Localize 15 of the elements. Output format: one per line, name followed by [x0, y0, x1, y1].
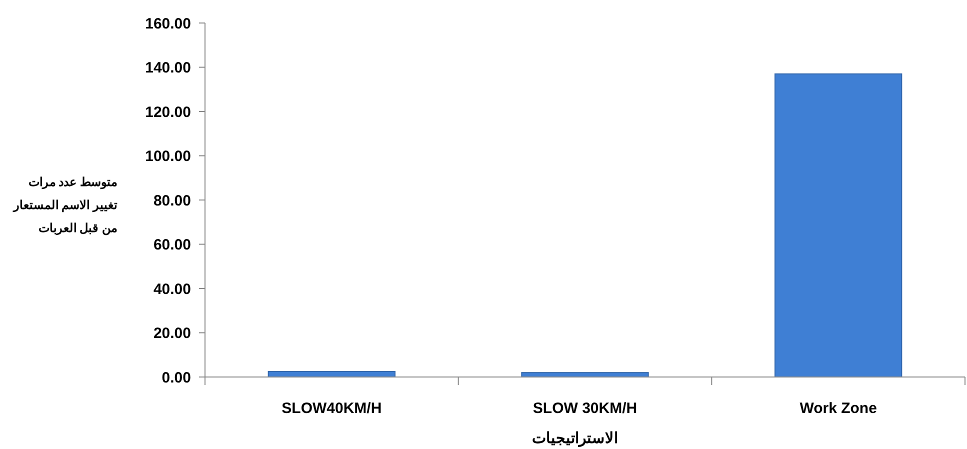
y-tick-label: 60.00: [153, 236, 191, 254]
y-tick-label: 20.00: [153, 325, 191, 342]
x-tick-label: SLOW 30KM/H: [532, 400, 638, 417]
y-tick-label: 140.00: [145, 60, 191, 76]
bar: [774, 73, 902, 378]
y-tick-label: 160.00: [145, 15, 191, 32]
y-axis-title: متوسط عدد مرات تغيير الاسم المستعار من قبل العربات: [12, 175, 118, 236]
y-tick-label: 80.00: [153, 192, 191, 210]
x-tick-label: SLOW40KM/H: [282, 400, 382, 417]
x-axis-title: الاستراتيجيات: [532, 430, 618, 447]
y-tick-label: 100.00: [145, 148, 191, 165]
y-tick-label: 0.00: [162, 369, 191, 386]
y-tick-label: 40.00: [153, 280, 191, 298]
y-tick-label: 120.00: [145, 104, 191, 121]
x-tick-label: Work Zone: [800, 400, 877, 417]
